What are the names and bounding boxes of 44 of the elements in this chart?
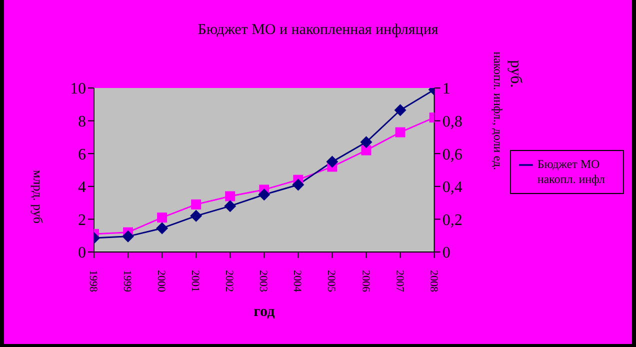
point	[191, 199, 202, 210]
x-tick-label: 2003	[257, 270, 270, 292]
x-axis-title: год	[254, 304, 276, 320]
y-axis-title: млрд. руб	[30, 170, 46, 224]
text: руб.	[506, 60, 524, 88]
point	[395, 127, 406, 138]
point	[360, 136, 372, 148]
text: накопл. инфл	[537, 172, 605, 186]
point	[224, 200, 236, 212]
x-tick-label: 2002	[223, 270, 236, 292]
x-tick-label: 2006	[359, 270, 372, 292]
y-tick-label: 4	[78, 179, 86, 196]
y2-tick-label: 0	[442, 244, 450, 262]
chart-title: Бюджет МО и накопленная инфляция	[196, 22, 440, 39]
y2-tick-label: 0,4	[442, 179, 462, 196]
x-tick-label: 2005	[325, 270, 338, 292]
x-tick-label: 2001	[189, 270, 202, 292]
y-tick-label: 10	[70, 80, 86, 98]
y-tick-label: 2	[78, 212, 86, 229]
x-tick-label: 1999	[121, 270, 134, 292]
point	[292, 178, 304, 191]
point	[190, 210, 202, 222]
legend-label: Бюджет МО	[537, 156, 600, 171]
point	[156, 222, 168, 234]
point	[157, 212, 168, 223]
y2-axis-title: накопл. инфл., доли ед.	[491, 52, 506, 170]
point	[122, 230, 134, 242]
y2-tick-label: 1	[442, 80, 450, 98]
point	[225, 191, 236, 202]
x-tick-label: 1998	[87, 270, 99, 292]
y2-tick-label: 0,8	[442, 113, 462, 130]
y2-tick-label: 0,6	[442, 146, 462, 164]
y-tick-label: 0	[78, 244, 86, 262]
point	[258, 188, 270, 201]
point	[394, 104, 406, 116]
y-tick-label: 8	[78, 113, 86, 130]
y-tick-label: 6	[78, 146, 86, 164]
x-tick-label: 2008	[427, 270, 440, 292]
x-tick-label: 2004	[291, 270, 304, 292]
x-tick-label: 2000	[155, 270, 168, 292]
x-tick-label: 2007	[393, 270, 406, 292]
point	[361, 145, 372, 156]
point	[326, 156, 338, 168]
y2-tick-label: 0,2	[442, 212, 462, 229]
